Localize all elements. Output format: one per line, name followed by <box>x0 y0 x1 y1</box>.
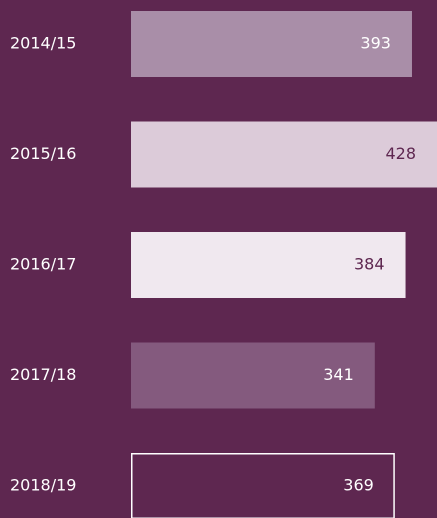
value-label: 341 <box>323 365 354 384</box>
bar <box>131 342 375 409</box>
bar <box>131 232 406 298</box>
bar <box>131 11 412 77</box>
bar <box>131 121 437 188</box>
category-label: 2016/17 <box>10 255 76 274</box>
category-label: 2015/16 <box>10 144 76 163</box>
category-label: 2017/18 <box>10 365 76 384</box>
value-label: 369 <box>343 476 374 495</box>
bar <box>131 453 395 518</box>
category-label: 2014/15 <box>10 34 76 53</box>
category-label: 2018/19 <box>10 476 76 495</box>
value-label: 428 <box>385 144 416 163</box>
value-label: 384 <box>354 255 385 274</box>
value-label: 393 <box>360 34 391 53</box>
